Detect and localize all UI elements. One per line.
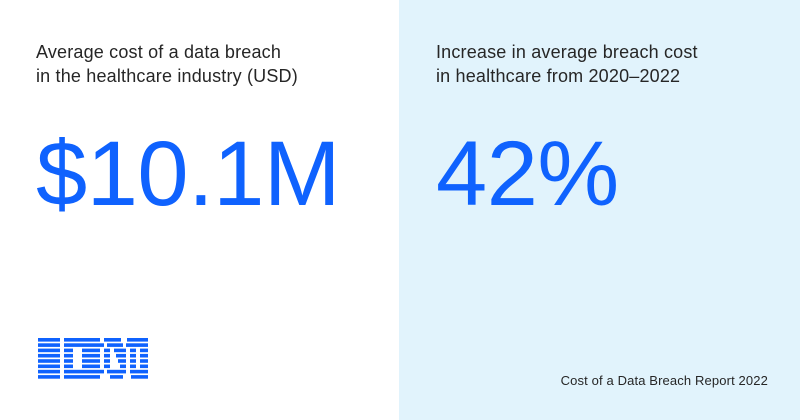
- report-caption: Cost of a Data Breach Report 2022: [560, 373, 768, 388]
- stat-value-average-cost: $10.1M: [36, 123, 341, 225]
- stat-heading-increase-percent: Increase in average breach cost in healt…: [436, 42, 698, 86]
- stat-value-increase-percent: 42%: [436, 123, 619, 225]
- ibm-logo: [38, 338, 148, 379]
- stat-panel-average-cost: Average cost of a data breach in the hea…: [0, 0, 399, 420]
- stat-heading-average-cost: Average cost of a data breach in the hea…: [36, 42, 298, 86]
- stat-panel-increase-percent: Increase in average breach cost in healt…: [399, 0, 800, 420]
